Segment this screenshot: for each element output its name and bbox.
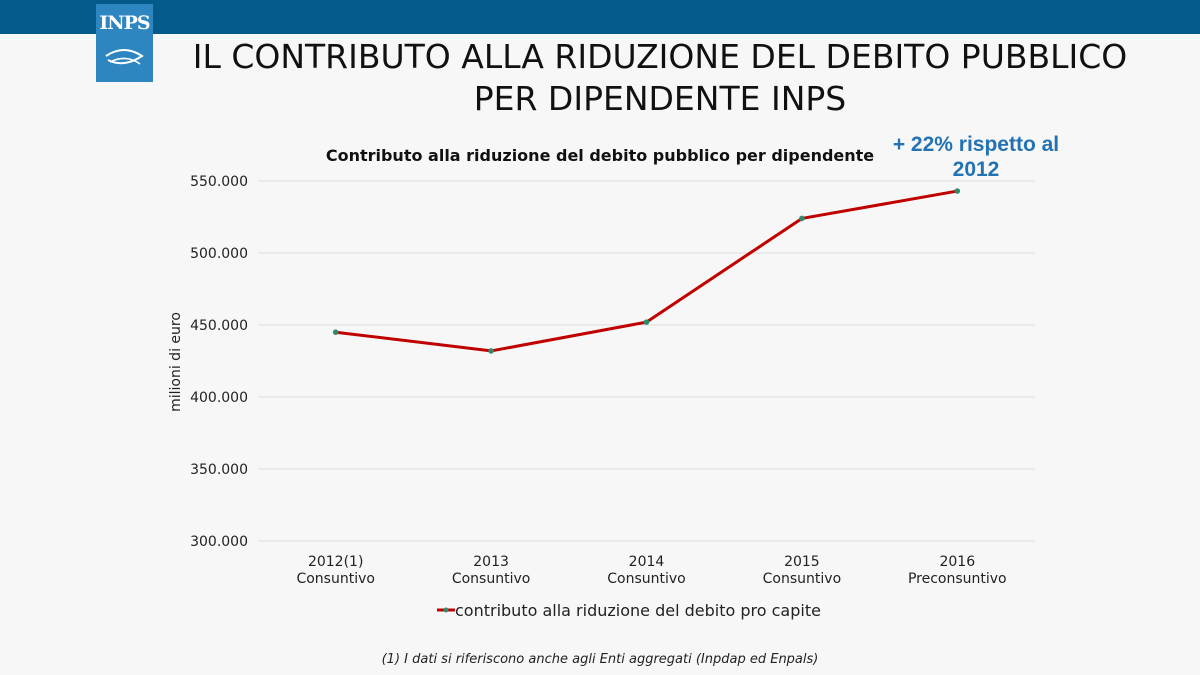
y-tick-label: 400.000 xyxy=(190,390,248,406)
y-tick-label: 300.000 xyxy=(190,534,248,550)
x-tick-label: 2016 Preconsuntivo xyxy=(908,554,1007,587)
legend-marker-swatch xyxy=(443,607,449,613)
legend: contributo alla riduzione del debito pro… xyxy=(437,601,821,620)
data-point xyxy=(954,188,961,194)
top-bar xyxy=(0,0,1200,34)
y-axis-label: milioni di euro xyxy=(168,312,184,412)
y-tick-label: 350.000 xyxy=(190,462,248,478)
y-tick-label: 550.000 xyxy=(190,174,248,190)
y-tick-label: 500.000 xyxy=(190,246,248,262)
inps-logo: INPS xyxy=(96,4,153,82)
logo-text: INPS xyxy=(99,12,150,34)
x-tick-label: 2015 Consuntivo xyxy=(763,554,841,587)
series-layer xyxy=(332,188,961,354)
x-tick-label: 2012(1) Consuntivo xyxy=(296,554,374,587)
data-point xyxy=(332,329,339,336)
y-tick-label: 450.000 xyxy=(190,318,248,334)
data-point xyxy=(488,348,494,354)
growth-annotation: + 22% rispetto al 2012 xyxy=(892,133,1060,181)
legend-label: contributo alla riduzione del debito pro… xyxy=(455,601,821,620)
footnote: (1) I dati si riferiscono anche agli Ent… xyxy=(381,652,819,667)
logo-swirl-icon xyxy=(105,49,144,65)
x-tick-label: 2014 Consuntivo xyxy=(607,554,685,587)
data-point xyxy=(643,319,650,325)
y-axis-ticks: 300.000 350.000 400.000 450.000 500.000 550.0… xyxy=(190,174,248,550)
grid-lines xyxy=(258,180,1035,542)
series-line xyxy=(335,189,958,353)
page-title: IL CONTRIBUTO ALLA RIDUZIONE DEL DEBITO … xyxy=(192,37,1128,118)
data-point xyxy=(799,215,805,222)
x-tick-label: 2013 Consuntivo xyxy=(452,554,530,587)
x-axis-ticks: 2012(1) Consuntivo 2013 Consuntivo 2014 Consu… xyxy=(296,554,1006,587)
chart-title: Contributo alla riduzione del debito pub… xyxy=(325,146,875,165)
